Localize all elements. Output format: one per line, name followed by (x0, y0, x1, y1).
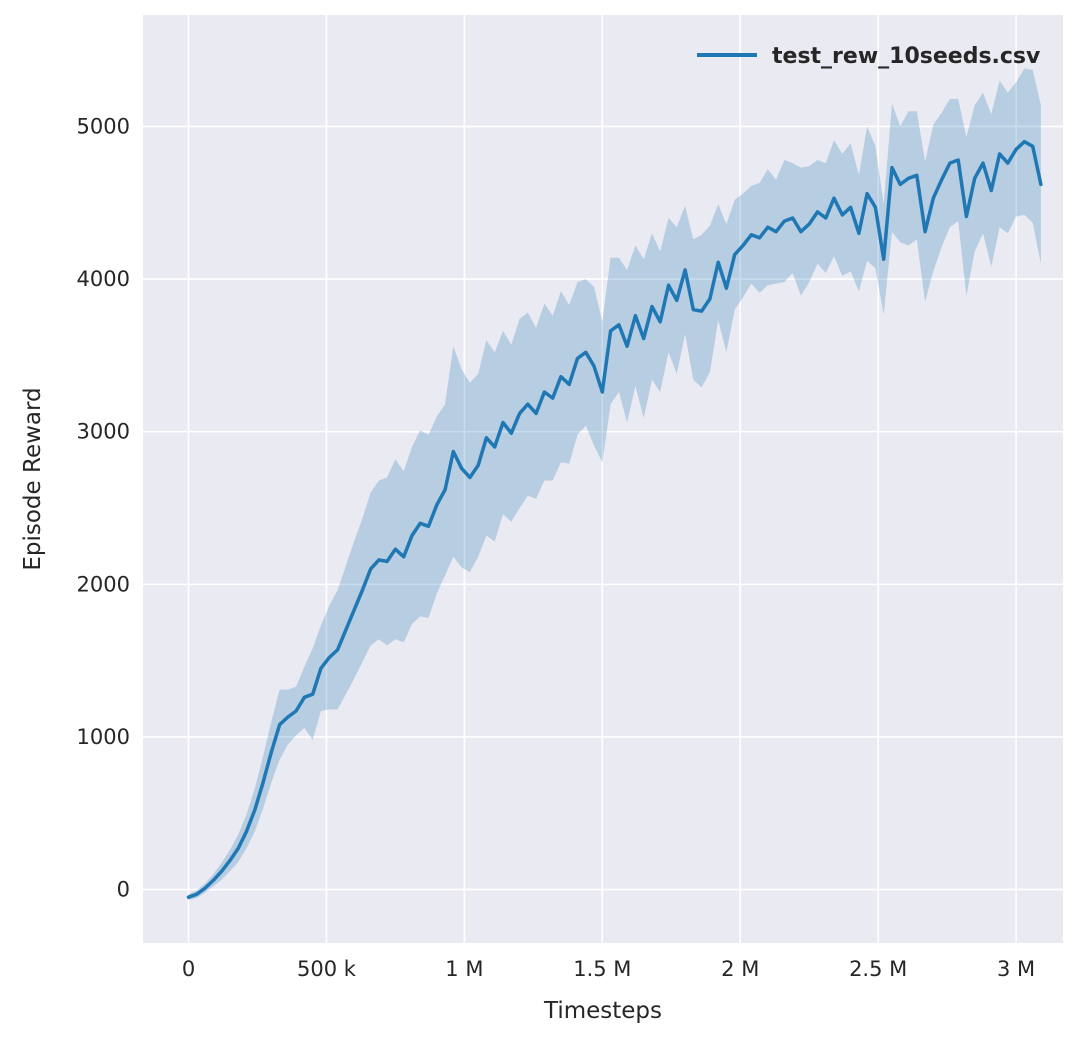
y-tick-label: 3000 (77, 420, 130, 444)
y-tick-label: 1000 (77, 725, 130, 749)
x-tick-label: 1 M (445, 957, 483, 981)
x-tick-label: 3 M (997, 957, 1035, 981)
x-tick-label: 2.5 M (849, 957, 907, 981)
y-axis-label: Episode Reward (20, 387, 46, 570)
x-tick-label: 1.5 M (573, 957, 631, 981)
y-tick-label: 2000 (77, 572, 130, 596)
y-tick-label: 5000 (77, 114, 130, 138)
legend-label: test_rew_10seeds.csv (772, 44, 1041, 69)
series-line (186, 139, 1043, 899)
x-tick-label: 0 (182, 957, 195, 981)
x-tick-label: 2 M (721, 957, 759, 981)
x-axis-label: Timesteps (543, 998, 662, 1024)
y-tick-label: 4000 (77, 267, 130, 291)
legend: test_rew_10seeds.csv (697, 44, 1041, 69)
x-tick-label: 500 k (297, 957, 357, 981)
y-tick-label: 0 (117, 878, 130, 902)
confidence-band (188, 68, 1041, 901)
